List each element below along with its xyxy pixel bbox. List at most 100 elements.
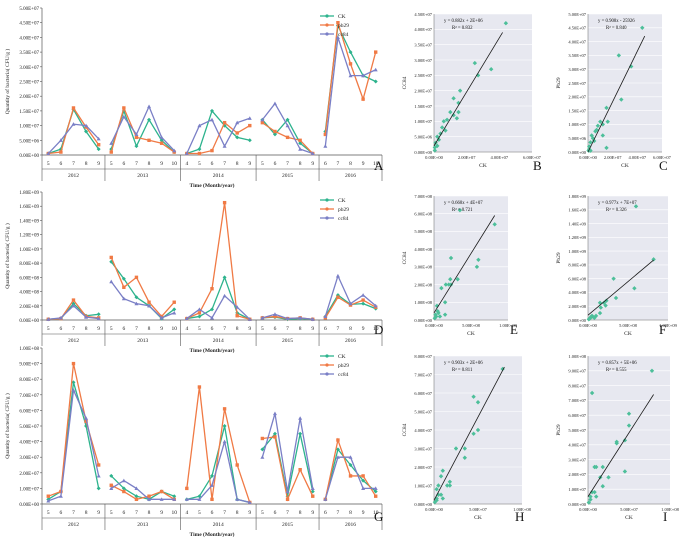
- data-point-pb29: [134, 135, 139, 140]
- x-tick-label: 10: [373, 326, 379, 332]
- y-tick-label: 4.00E+07: [568, 39, 586, 44]
- y-tick-label: 1.00E+08: [414, 300, 432, 305]
- scatter-point: [451, 113, 456, 118]
- data-point-pb29: [222, 120, 227, 125]
- data-point-pb29: [185, 486, 189, 491]
- data-point-cc84: [159, 497, 164, 501]
- data-point-CK: [247, 138, 252, 143]
- x-tick-label: 10: [171, 326, 177, 332]
- series-line-CK: [186, 275, 251, 320]
- data-point-CK: [235, 135, 240, 140]
- data-point-CK: [147, 117, 152, 122]
- y-tick-label: 4.00E+08: [19, 291, 39, 296]
- x-tick-label: 9: [362, 510, 365, 516]
- data-point-CK: [361, 478, 366, 483]
- y-tick-label: 1.50E+07: [414, 104, 432, 109]
- data-point-CK: [222, 424, 227, 428]
- data-point-cc84: [222, 144, 227, 148]
- data-point-cc84: [272, 312, 277, 316]
- data-point-pb29: [374, 494, 378, 498]
- x-tick-label: 9: [311, 510, 314, 516]
- data-point-pb29: [84, 419, 88, 424]
- trend-line: [587, 394, 654, 497]
- y-tick-label: 4.50E+07: [414, 12, 432, 17]
- data-point-cc84: [121, 296, 126, 301]
- y-axis-label: CC84: [402, 251, 408, 264]
- x-tick-label: 8: [299, 510, 302, 516]
- y-tick-label: 5.00E+08: [414, 229, 432, 234]
- x-tick-label: 9: [311, 326, 314, 332]
- series-line-cc84: [324, 274, 377, 317]
- regression-equation: y = 0.977x + 7E+07: [598, 201, 637, 206]
- x-tick-label: 5: [198, 161, 201, 167]
- data-point-CK: [197, 494, 202, 499]
- scatter-point: [593, 313, 599, 319]
- y-tick-label: 1.60E+09: [568, 208, 586, 213]
- scatter-point: [448, 255, 454, 261]
- data-point-CK: [260, 447, 265, 452]
- y-tick-label: 1.00E+07: [568, 487, 586, 492]
- scatter-point: [442, 300, 448, 305]
- scatter-point: [438, 492, 444, 497]
- regression-equation: y = 0.903x + 2E+06: [444, 361, 483, 366]
- y-tick-label: 0.00E+00: [414, 318, 432, 323]
- data-point-pb29: [197, 151, 202, 156]
- scatter-point: [600, 133, 605, 138]
- scatter-point: [589, 314, 594, 319]
- data-point-pb29: [222, 200, 227, 205]
- data-point-cc84: [184, 316, 189, 321]
- data-point-pb29: [159, 489, 164, 494]
- data-point-cc84: [310, 486, 315, 490]
- data-point-pb29: [147, 494, 151, 498]
- data-point-cc84: [184, 497, 189, 501]
- panel-letter-E: E: [510, 322, 518, 337]
- x-tick-label: 7: [72, 326, 75, 332]
- x-tick-label: 0.00E+00: [579, 507, 597, 512]
- y-axis-label: CC84: [402, 423, 408, 436]
- data-point-cc84: [71, 122, 76, 126]
- y-tick-label: 8.00E+08: [19, 262, 39, 267]
- data-point-pb29: [172, 300, 176, 304]
- scatter-point: [440, 468, 445, 473]
- data-point-pb29: [336, 21, 340, 25]
- y-tick-label: 8.00E+07: [19, 378, 39, 383]
- data-point-cc84: [96, 136, 101, 141]
- data-point-pb29: [71, 106, 76, 110]
- x-tick-label: 4: [185, 161, 188, 167]
- x-tick-label: 1.00E+09: [499, 323, 517, 328]
- data-point-pb29: [59, 150, 63, 154]
- series-line-cc84: [186, 441, 250, 504]
- scatter-point: [598, 119, 603, 124]
- trend-line: [433, 215, 496, 314]
- legend-marker-cc84: [325, 216, 329, 220]
- scatter-point: [453, 446, 459, 451]
- y-tick-label: 7.00E+07: [414, 372, 432, 377]
- scatter-point: [626, 411, 632, 416]
- x-tick-label: 7: [286, 326, 289, 332]
- scatter-point: [605, 119, 610, 124]
- data-point-cc84: [222, 293, 227, 298]
- y-tick-label: 2.00E+07: [568, 95, 586, 100]
- x-tick-label: 8: [236, 161, 239, 167]
- panel-letter-F: F: [659, 322, 666, 337]
- panel-letter-A: A: [374, 158, 384, 173]
- scatter-point: [455, 277, 460, 282]
- x-axis-label: CK: [625, 515, 633, 521]
- data-point-pb29: [235, 131, 239, 135]
- data-point-cc84: [247, 317, 252, 321]
- data-point-cc84: [71, 388, 76, 392]
- scatter-point: [614, 439, 619, 445]
- trend-line: [587, 259, 654, 316]
- trend-line: [433, 366, 505, 501]
- x-tick-label: 0.00E+00: [425, 323, 443, 328]
- y-tick-label: 3.00E+07: [19, 456, 39, 461]
- x-tick-label: 5: [110, 161, 113, 167]
- y-tick-label: 1.60E+09: [19, 205, 39, 210]
- scatter-point: [632, 286, 637, 291]
- x-axis-label: Time (Month/year): [190, 531, 235, 538]
- data-point-cc84: [134, 486, 139, 490]
- y-tick-label: 9.00E+07: [19, 363, 39, 368]
- x-tick-label: 9: [248, 510, 251, 516]
- x-tick-label: 6: [60, 510, 63, 516]
- x-tick-label: 8: [349, 326, 352, 332]
